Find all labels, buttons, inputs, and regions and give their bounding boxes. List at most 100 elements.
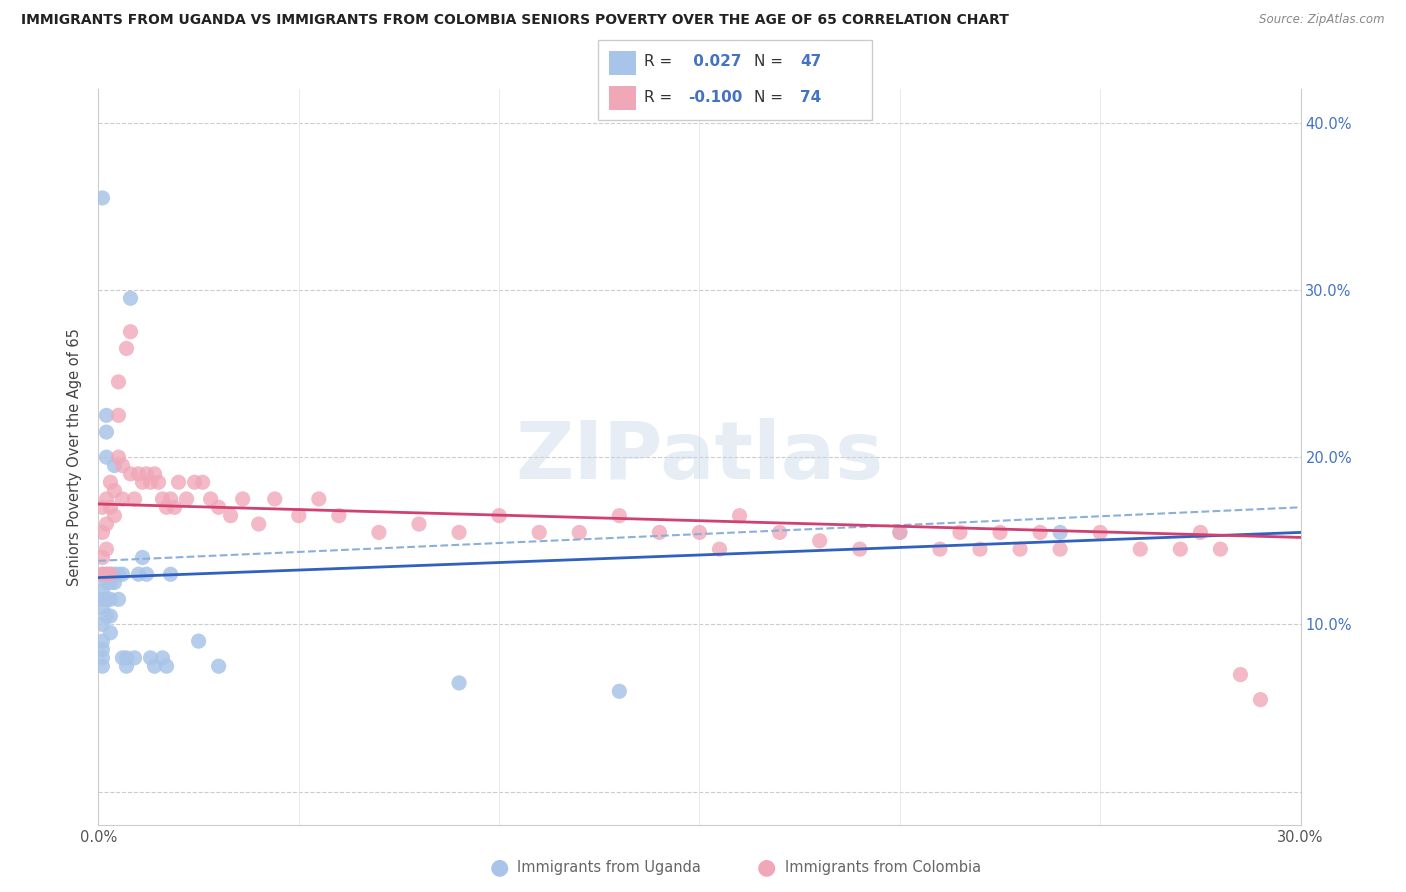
Point (1229, 667, 1251, 681)
Point (135, 567, 157, 582)
Text: N =: N = (754, 54, 787, 70)
Point (1189, 525, 1212, 540)
Point (187, 634, 209, 648)
Point (96, 516, 118, 531)
Point (100, 567, 122, 582)
Point (103, 483, 125, 498)
Point (183, 475, 205, 490)
Point (167, 475, 190, 490)
Text: 0.027: 0.027 (688, 54, 741, 70)
Point (1029, 525, 1052, 540)
Point (849, 542, 872, 557)
Point (120, 325, 142, 339)
Point (96, 567, 118, 582)
Point (103, 567, 125, 582)
Point (120, 291, 142, 305)
Text: IMMIGRANTS FROM UGANDA VS IMMIGRANTS FROM COLOMBIA SENIORS POVERTY OVER THE AGE : IMMIGRANTS FROM UGANDA VS IMMIGRANTS FRO… (21, 13, 1010, 28)
Point (111, 458, 134, 473)
Point (107, 450, 129, 464)
Point (889, 525, 911, 540)
Point (128, 567, 150, 582)
Point (447, 676, 470, 690)
Text: Immigrants from Colombia: Immigrants from Colombia (785, 860, 980, 874)
Point (100, 567, 122, 582)
Point (103, 508, 125, 523)
Point (100, 592, 122, 607)
Point (689, 525, 711, 540)
Point (769, 525, 792, 540)
Point (1010, 542, 1032, 557)
Point (139, 475, 162, 490)
Point (115, 651, 138, 665)
Point (111, 491, 134, 506)
Point (191, 475, 214, 490)
Point (91, 617, 114, 632)
Point (107, 375, 129, 389)
Point (100, 500, 122, 515)
Point (159, 567, 181, 582)
Point (232, 491, 254, 506)
Point (100, 625, 122, 640)
Point (148, 475, 170, 490)
Point (1049, 525, 1071, 540)
Point (91, 634, 114, 648)
Point (447, 525, 470, 540)
Point (91, 567, 114, 582)
Point (91, 500, 114, 515)
Text: ●: ● (489, 857, 509, 877)
Point (155, 659, 177, 673)
Point (1250, 692, 1272, 706)
Point (91, 592, 114, 607)
Point (96, 609, 118, 624)
Point (988, 525, 1011, 540)
Point (124, 491, 146, 506)
Point (91, 600, 114, 615)
Point (143, 467, 166, 481)
Point (929, 542, 952, 557)
Point (91, 584, 114, 599)
Point (111, 651, 134, 665)
Point (208, 500, 231, 515)
Point (1209, 542, 1232, 557)
Point (96, 491, 118, 506)
Point (107, 409, 129, 423)
Point (91, 651, 114, 665)
Text: -0.100: -0.100 (688, 90, 742, 105)
Text: R =: R = (644, 54, 678, 70)
Point (288, 508, 311, 523)
Y-axis label: Seniors Poverty Over the Age of 65: Seniors Poverty Over the Age of 65 (67, 328, 83, 586)
Point (96, 450, 118, 464)
Point (107, 592, 129, 607)
Point (152, 491, 174, 506)
Point (131, 550, 153, 565)
Point (159, 491, 181, 506)
Point (1170, 542, 1192, 557)
Point (152, 651, 174, 665)
Point (200, 491, 222, 506)
Point (808, 533, 831, 548)
Point (115, 342, 138, 356)
Point (208, 659, 231, 673)
Point (408, 516, 430, 531)
Point (103, 575, 125, 590)
Point (609, 684, 631, 698)
Point (96, 542, 118, 557)
Point (308, 491, 330, 506)
Point (120, 467, 142, 481)
Point (111, 567, 134, 582)
Point (100, 609, 122, 624)
Point (219, 508, 242, 523)
Point (115, 659, 138, 673)
Point (91, 659, 114, 673)
FancyBboxPatch shape (598, 40, 872, 120)
Point (139, 651, 162, 665)
Point (176, 491, 198, 506)
Point (100, 475, 122, 490)
Point (131, 475, 153, 490)
Point (969, 542, 991, 557)
Point (107, 567, 129, 582)
Point (96, 592, 118, 607)
Point (328, 508, 350, 523)
Point (96, 567, 118, 582)
Point (247, 516, 270, 531)
